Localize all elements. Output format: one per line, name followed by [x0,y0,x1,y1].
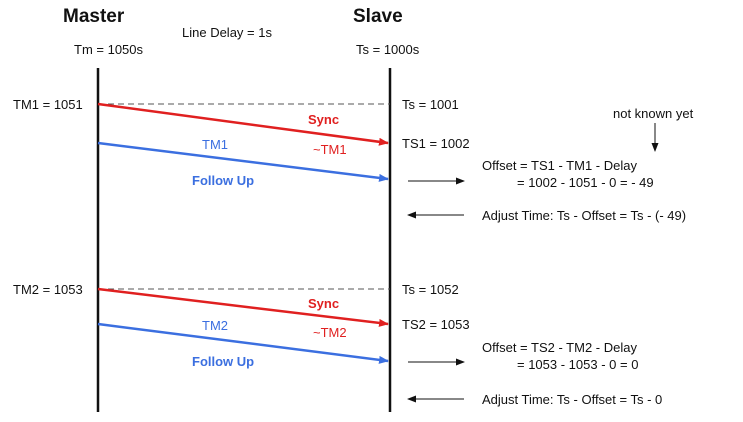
sync-time-label-2: ~TM2 [313,325,347,340]
sync-label-2: Sync [308,296,340,311]
adjust-time-2: Adjust Time: Ts - Offset = Ts - 0 [482,392,663,407]
follow-up-time-label-1: TM1 [202,137,228,152]
offset-formula-1: Offset = TS1 - TM1 - Delay [482,158,637,173]
ts-1052-label: Ts = 1052 [402,282,459,297]
follow-up-arrow-2 [97,322,389,364]
ts1-label: TS1 = 1002 [402,136,470,151]
slave-heading: Slave [353,6,403,27]
sync-label-1: Sync [308,112,340,127]
tm2-label: TM2 = 1053 [13,282,83,297]
slave-start-time: Ts = 1000s [356,42,420,57]
sync-time-label-1: ~TM1 [313,142,347,157]
tm1-label: TM1 = 1051 [13,97,83,112]
ts-1001-label: Ts = 1001 [402,97,459,112]
offset-calc-2: = 1053 - 1053 - 0 = 0 [517,357,639,372]
offset-formula-2: Offset = TS2 - TM2 - Delay [482,340,637,355]
offset-calc-1: = 1002 - 1051 - 0 = - 49 [517,175,654,190]
follow-up-arrow-1 [97,141,389,182]
sync-arrow-1 [97,102,389,146]
follow-up-label-1: Follow Up [192,173,255,188]
not-known-yet-note: not known yet [613,106,694,121]
ts2-label: TS2 = 1053 [402,317,470,332]
sync-arrow-2 [97,287,389,327]
master-heading: Master [63,6,125,27]
line-delay-label: Line Delay = 1s [182,25,272,40]
adjust-time-1: Adjust Time: Ts - Offset = Ts - (- 49) [482,208,687,223]
follow-up-time-label-2: TM2 [202,318,228,333]
master-start-time: Tm = 1050s [74,42,144,57]
follow-up-label-2: Follow Up [192,354,255,369]
